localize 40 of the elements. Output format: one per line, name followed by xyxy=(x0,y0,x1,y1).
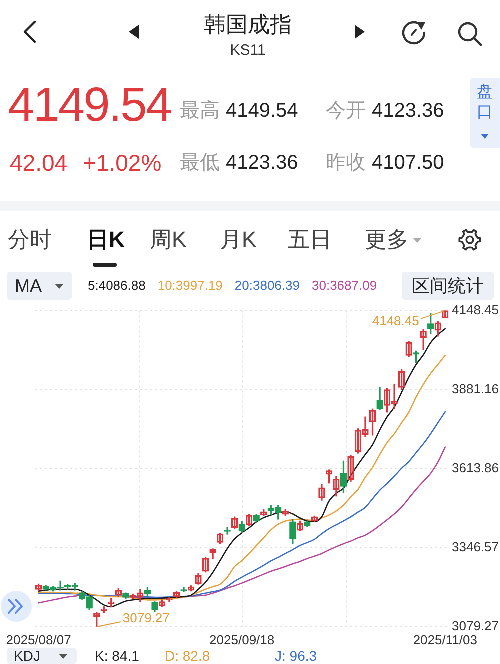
chart-subtitle: KS11 xyxy=(229,42,267,59)
text: KDJ xyxy=(14,648,40,664)
text: J: 96.3 xyxy=(275,648,318,664)
text: 4123.36 xyxy=(372,100,444,122)
text: 最低 xyxy=(180,152,220,174)
text: 今开 xyxy=(326,100,366,122)
text: 五日 xyxy=(288,227,332,252)
y-tick-label: 4148.45 xyxy=(452,302,499,318)
text: 10:3997.19 xyxy=(158,278,223,293)
text: 分时 xyxy=(8,227,52,252)
text: 区间统计 xyxy=(412,276,484,296)
text: 昨收 xyxy=(326,152,366,174)
x-tick-label: 2025/11/03 xyxy=(413,632,478,648)
y-tick-label: 3346.57 xyxy=(452,540,499,555)
text: 4149.54 xyxy=(8,79,172,132)
text: 日K xyxy=(87,227,125,252)
text: K: 84.1 xyxy=(95,648,140,664)
x-tick-label: 2025/08/07 xyxy=(6,632,72,648)
text: 盘口 xyxy=(477,83,493,123)
text: 4107.50 xyxy=(372,152,444,174)
text: 20:3806.39 xyxy=(234,278,300,293)
chart-title: 韩国成指 xyxy=(203,12,293,37)
annotation: 4148.45 xyxy=(372,313,420,328)
text: D: 82.8 xyxy=(165,648,210,664)
annotation: 3079.27 xyxy=(122,610,170,626)
y-tick-label: 3079.27 xyxy=(452,618,499,634)
text: 42.04 xyxy=(10,150,68,176)
text: 4149.54 xyxy=(226,100,298,122)
y-tick-label: 3881.16 xyxy=(452,381,499,396)
text: 4123.36 xyxy=(226,152,298,174)
text: 5:4086.88 xyxy=(88,278,146,293)
text: 更多 xyxy=(365,227,409,252)
text: 月K xyxy=(220,227,257,252)
text: 30:3687.09 xyxy=(312,278,378,293)
text: +1.02% xyxy=(83,150,162,176)
text: 最高 xyxy=(180,100,220,122)
x-tick-label: 2025/09/18 xyxy=(210,632,275,648)
text: 周K xyxy=(150,227,187,252)
text: MA xyxy=(15,276,42,296)
y-tick-label: 3613.86 xyxy=(452,460,499,476)
